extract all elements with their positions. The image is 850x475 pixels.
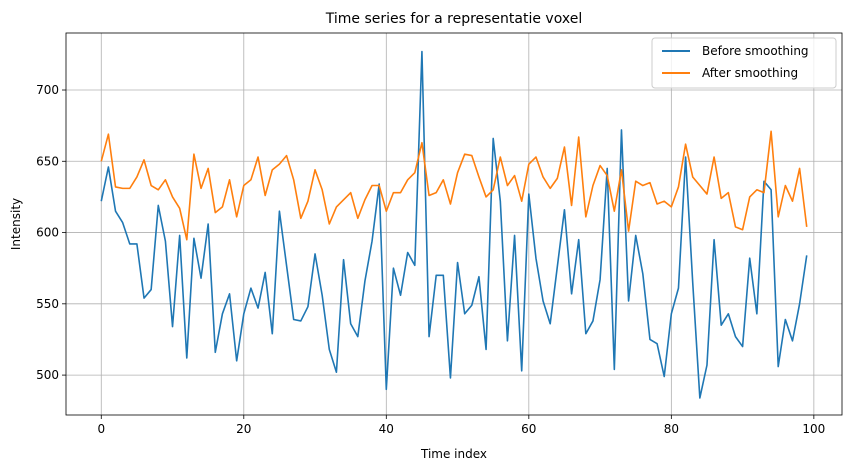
y-tick-label: 600 <box>36 226 59 240</box>
y-tick-label: 550 <box>36 297 59 311</box>
legend-label-before: Before smoothing <box>702 44 809 58</box>
x-tick-label: 60 <box>521 422 536 436</box>
axis-ticks: 0 20 40 60 80 100 500 550 600 650 700 <box>36 83 825 436</box>
legend-box <box>651 37 837 89</box>
series-line-before-smoothing <box>100 50 808 399</box>
series-line-after-smoothing <box>100 130 808 241</box>
y-tick-label: 650 <box>36 154 59 168</box>
x-tick-label: 40 <box>379 422 394 436</box>
series-lines <box>100 50 808 399</box>
x-tick-label: 80 <box>664 422 679 436</box>
x-tick-label: 0 <box>97 422 105 436</box>
y-axis-label: Intensity <box>9 198 23 250</box>
legend-label-after: After smoothing <box>702 66 798 80</box>
y-tick-label: 700 <box>36 83 59 97</box>
y-tick-label: 500 <box>36 368 59 382</box>
x-axis-label: Time index <box>420 447 487 461</box>
plot-frame <box>65 32 843 416</box>
x-tick-label: 20 <box>236 422 251 436</box>
chart-title: Time series for a representatie voxel <box>325 11 582 27</box>
x-tick-label: 100 <box>802 422 825 436</box>
legend: Before smoothing After smoothing <box>651 37 837 89</box>
